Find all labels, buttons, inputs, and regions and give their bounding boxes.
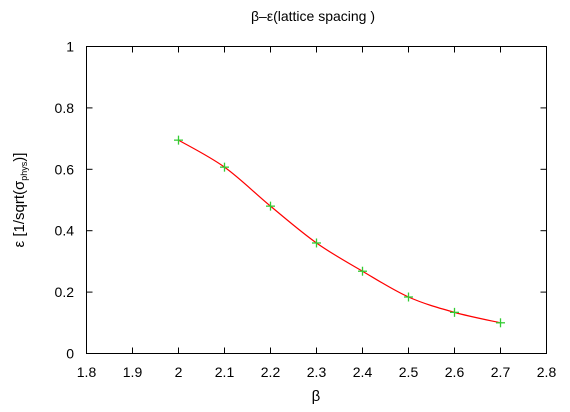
data-point: [404, 292, 413, 302]
y-tick-label: 1: [66, 39, 74, 55]
x-tick-label: 1.9: [123, 364, 143, 380]
x-tick-label: 2.3: [307, 364, 327, 380]
y-tick-label: 0.6: [55, 161, 75, 177]
plot-frame: [86, 46, 547, 354]
data-point: [266, 201, 275, 211]
data-point: [174, 135, 183, 145]
y-tick-label: 0.8: [55, 100, 75, 116]
x-tick-label: 1.8: [77, 364, 97, 380]
y-axis: 0 0.2 0.4 0.6 0.8 1: [55, 39, 547, 362]
data-point: [312, 238, 321, 248]
x-tick-label: 2: [175, 364, 183, 380]
x-axis: 1.8 1.9 2 2.1 2.2 2.3 2.4 2.5 2.6 2.7 2.8: [77, 46, 557, 380]
y-axis-label: ε [1/sqrt(σphys)]: [11, 153, 29, 248]
x-tick-label: 2.4: [353, 364, 373, 380]
x-tick-label: 2.8: [537, 364, 557, 380]
data-point: [220, 162, 229, 172]
x-tick-label: 2.7: [491, 364, 511, 380]
y-axis-label-subscript: phys: [19, 161, 29, 181]
x-tick-label: 2.6: [445, 364, 465, 380]
x-tick-label: 2.1: [215, 364, 235, 380]
data-point: [496, 318, 505, 328]
chart-title: β–ε(lattice spacing ): [251, 8, 375, 24]
data-point: [358, 266, 367, 276]
x-tick-label: 2.2: [261, 364, 281, 380]
x-axis-label: β: [312, 388, 321, 405]
y-tick-label: 0: [66, 346, 74, 362]
series-layer: [174, 135, 505, 328]
series-line: [178, 139, 501, 324]
y-axis-label-main: ε [1/sqrt(σ: [11, 180, 28, 248]
x-tick-label: 2.5: [399, 364, 419, 380]
y-axis-label-end: )]: [11, 153, 28, 162]
data-point: [450, 307, 459, 317]
y-tick-label: 0.2: [55, 284, 75, 300]
y-tick-label: 0.4: [55, 223, 75, 239]
